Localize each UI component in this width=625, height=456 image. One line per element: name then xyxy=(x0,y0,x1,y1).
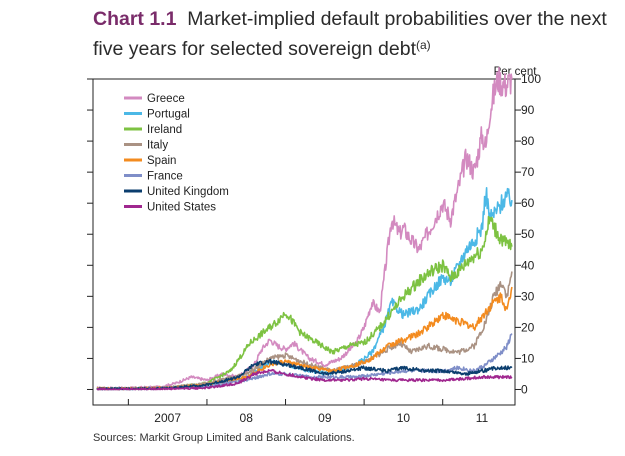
legend-label-3: Italy xyxy=(147,140,168,152)
x-tick-label-3: 10 xyxy=(397,411,411,425)
legend-label-2: Ireland xyxy=(147,124,182,136)
y-tick-label-9: 90 xyxy=(521,103,535,117)
y-tick-label-4: 40 xyxy=(521,258,535,272)
series-line-greece xyxy=(96,66,513,390)
chart-title: Chart 1.1 Market-implied default probabi… xyxy=(93,6,618,62)
chart-title-footnote: (a) xyxy=(416,38,431,52)
x-tick-label-1: 08 xyxy=(240,411,254,425)
legend-label-7: United States xyxy=(147,202,216,214)
x-tick-label-2: 09 xyxy=(318,411,332,425)
plot-frame xyxy=(92,78,516,406)
y-tick-label-8: 80 xyxy=(521,134,535,148)
y-tick-label-5: 50 xyxy=(521,227,535,241)
source-note: Sources: Markit Group Limited and Bank c… xyxy=(93,432,355,444)
series-line-spain xyxy=(96,286,513,391)
chart-number: Chart 1.1 xyxy=(93,8,177,30)
x-tick-label-0: 2007 xyxy=(154,411,181,425)
y-tick-label-3: 30 xyxy=(521,289,535,303)
legend-label-4: Spain xyxy=(147,155,176,167)
legend-label-1: Portugal xyxy=(147,109,190,121)
y-tick-label-6: 60 xyxy=(521,196,535,210)
legend-label-6: United Kingdom xyxy=(147,186,229,198)
chart-title-text: Market-implied default probabilities ove… xyxy=(93,8,607,60)
legend-label-5: France xyxy=(147,171,183,183)
y-tick-label-10: 100 xyxy=(521,72,541,86)
y-tick-label-7: 70 xyxy=(521,165,535,179)
y-tick-label-1: 10 xyxy=(521,351,535,365)
y-tick-label-2: 20 xyxy=(521,320,535,334)
legend-label-0: Greece xyxy=(147,93,185,105)
y-tick-label-0: 0 xyxy=(521,382,528,396)
x-tick-label-4: 11 xyxy=(476,411,489,425)
series-line-united-states xyxy=(96,368,513,391)
